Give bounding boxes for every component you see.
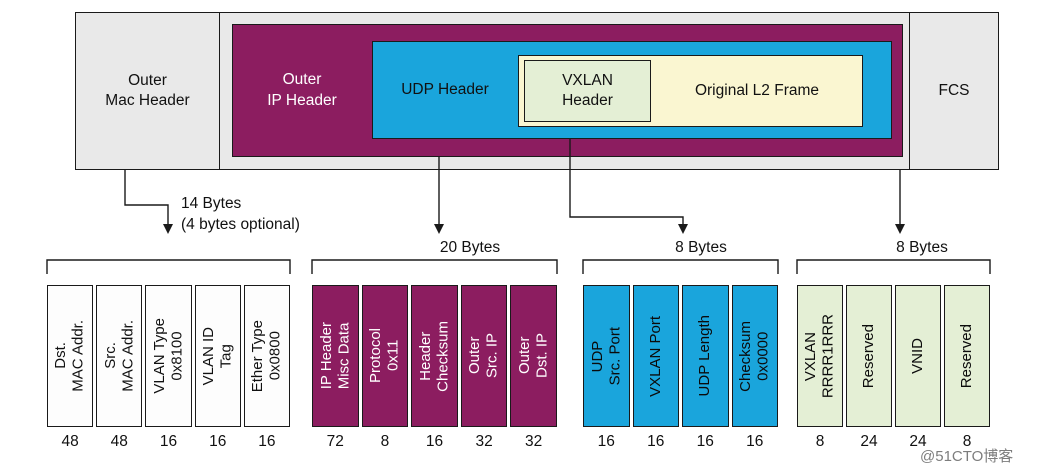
mac-bits-row: 48 48 16 16 16 bbox=[47, 433, 290, 453]
watermark: @51CTO博客 bbox=[920, 448, 1014, 465]
ip-bracket bbox=[311, 259, 558, 274]
bit-width: 16 bbox=[696, 433, 714, 450]
udp-bracket bbox=[582, 259, 779, 274]
bit-width: 16 bbox=[159, 433, 178, 450]
field-label: Reserved bbox=[958, 323, 976, 389]
field-cell: VLAN Type 0x8100 bbox=[145, 285, 192, 427]
mac-bytes-callout: 14 Bytes (4 bytes optional) bbox=[181, 195, 300, 233]
bit-width: 8 bbox=[962, 433, 972, 450]
field-label: Protocol 0x11 bbox=[367, 328, 402, 384]
field-label: VLAN Type 0x8100 bbox=[150, 318, 186, 394]
field-cell: UDP Length bbox=[682, 285, 729, 427]
bit-width: 32 bbox=[475, 433, 493, 450]
vxlan-header-box bbox=[524, 60, 651, 122]
field-cell: Protocol 0x11 bbox=[361, 285, 409, 427]
bit-width: 48 bbox=[61, 433, 79, 450]
mac-bracket bbox=[46, 259, 291, 274]
field-label: Src. MAC Addr. bbox=[101, 320, 137, 392]
field-cell: VLAN ID Tag bbox=[194, 285, 241, 427]
field-label: Checksum 0x0000 bbox=[737, 320, 772, 392]
field-cell: Src. MAC Addr. bbox=[96, 285, 143, 427]
ip-bits-row: 72 8 16 32 32 bbox=[312, 433, 557, 453]
bit-width: 16 bbox=[258, 433, 276, 450]
field-label: Outer Src. IP bbox=[466, 333, 502, 379]
bit-width: 16 bbox=[647, 433, 665, 450]
field-label: UDP Src. Port bbox=[588, 326, 624, 386]
field-label: Header Checksum bbox=[416, 320, 452, 392]
bit-width: 8 bbox=[380, 433, 390, 450]
field-label: Outer Dst. IP bbox=[515, 333, 551, 379]
bit-width: 48 bbox=[110, 433, 128, 450]
field-cell: Ether Type 0x0800 bbox=[243, 285, 291, 427]
vxlan-arrowhead-icon bbox=[895, 224, 905, 234]
fcs-section-divider bbox=[909, 13, 910, 169]
fcs-label: FCS bbox=[938, 81, 970, 99]
bit-width: 16 bbox=[209, 433, 227, 450]
field-label: VXLAN RRRR1RRR bbox=[802, 313, 837, 399]
bit-width: 16 bbox=[746, 433, 764, 450]
ip-bytes-callout: 20 Bytes bbox=[439, 239, 501, 256]
field-cell: Reserved bbox=[944, 285, 990, 427]
field-label: IP Header Misc Data bbox=[317, 322, 353, 390]
ip-arrowhead-icon bbox=[434, 224, 444, 234]
bit-width: 8 bbox=[815, 433, 825, 450]
field-cell: UDP Src. Port bbox=[583, 285, 630, 427]
vxlan-bits-row: 8 24 24 8 bbox=[797, 433, 990, 453]
bit-width: 72 bbox=[326, 433, 344, 450]
field-label: UDP Length bbox=[696, 315, 714, 397]
field-label: VNID bbox=[909, 338, 927, 374]
original-l2-frame-label: Original L2 Frame bbox=[694, 81, 820, 99]
mac-fields-box: Dst. MAC Addr. Src. MAC Addr. VLAN Type … bbox=[47, 285, 291, 427]
bit-width: 24 bbox=[860, 433, 878, 450]
field-label: Ether Type 0x0800 bbox=[249, 319, 284, 393]
bit-width: 16 bbox=[425, 433, 444, 450]
outer-ip-header-label: Outer IP Header bbox=[267, 71, 337, 109]
field-cell: VXLAN Port bbox=[632, 285, 679, 427]
vxlan-fields-box: VXLAN RRRR1RRR Reserved VNID Reserved bbox=[797, 285, 990, 427]
field-cell: VNID bbox=[895, 285, 941, 427]
udp-bytes-callout: 8 Bytes bbox=[675, 239, 727, 256]
field-label: VXLAN Port bbox=[646, 315, 664, 397]
field-label: Dst. MAC Addr. bbox=[52, 320, 88, 392]
ip-fields-box: IP Header Misc Data Protocol 0x11 Header… bbox=[312, 285, 557, 427]
udp-arrowhead-icon bbox=[678, 224, 688, 234]
bit-width: 32 bbox=[525, 433, 543, 450]
udp-fields-box: UDP Src. Port VXLAN Port UDP Length Chec… bbox=[583, 285, 778, 427]
field-cell: Header Checksum bbox=[411, 285, 458, 427]
field-cell: Reserved bbox=[846, 285, 892, 427]
mac-arrowhead-icon bbox=[163, 224, 173, 234]
field-cell: Outer Dst. IP bbox=[510, 285, 557, 427]
field-cell: Checksum 0x0000 bbox=[731, 285, 778, 427]
mac-arrow-line bbox=[124, 169, 169, 225]
vxlan-header-label: VXLAN Header bbox=[562, 71, 613, 109]
field-cell: VXLAN RRRR1RRR bbox=[797, 285, 843, 427]
field-label: Reserved bbox=[860, 323, 878, 389]
vxlan-bracket bbox=[796, 259, 991, 274]
outer-mac-header-label: Outer Mac Header bbox=[105, 71, 190, 109]
vxlan-bytes-callout: 8 Bytes bbox=[896, 239, 948, 256]
field-cell: Outer Src. IP bbox=[460, 285, 508, 427]
udp-header-label: UDP Header bbox=[401, 80, 489, 98]
field-cell: IP Header Misc Data bbox=[312, 285, 359, 427]
bit-width: 24 bbox=[909, 433, 927, 450]
mac-section-divider bbox=[219, 13, 220, 169]
field-cell: Dst. MAC Addr. bbox=[47, 285, 94, 427]
field-label: VLAN ID Tag bbox=[200, 326, 235, 386]
bit-width: 16 bbox=[597, 433, 615, 450]
udp-bits-row: 16 16 16 16 bbox=[583, 433, 778, 453]
